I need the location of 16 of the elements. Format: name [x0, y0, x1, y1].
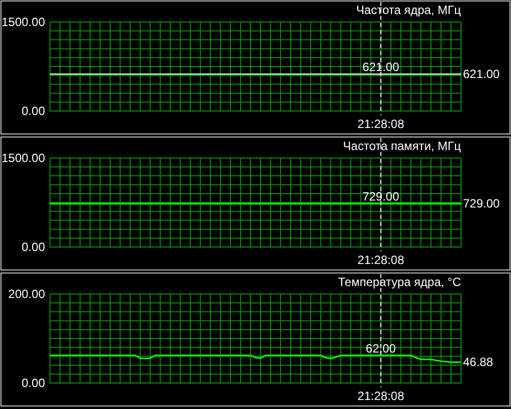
y-tick-label: 1500.00	[2, 151, 46, 165]
x-tick-label: 21:28:08	[357, 389, 404, 403]
chart-title: Частота памяти, МГц	[343, 139, 462, 153]
chart-title: Температура ядра, °C	[338, 275, 462, 289]
data-label: 46.88	[463, 355, 494, 370]
x-tick-label: 21:28:08	[357, 117, 404, 131]
chart-title: Частота ядра, МГц	[356, 3, 462, 17]
y-tick-label: 0.00	[22, 240, 46, 254]
data-label: 621.00	[463, 67, 500, 82]
x-tick-label: 21:28:08	[357, 253, 404, 267]
y-tick-label: 1500.00	[2, 15, 46, 29]
data-label: 729.00	[463, 196, 500, 211]
line-series	[49, 354, 462, 363]
y-tick-label: 0.00	[22, 376, 46, 390]
y-tick-label: 0.00	[22, 104, 46, 118]
y-tick-label: 200.00	[8, 287, 46, 301]
